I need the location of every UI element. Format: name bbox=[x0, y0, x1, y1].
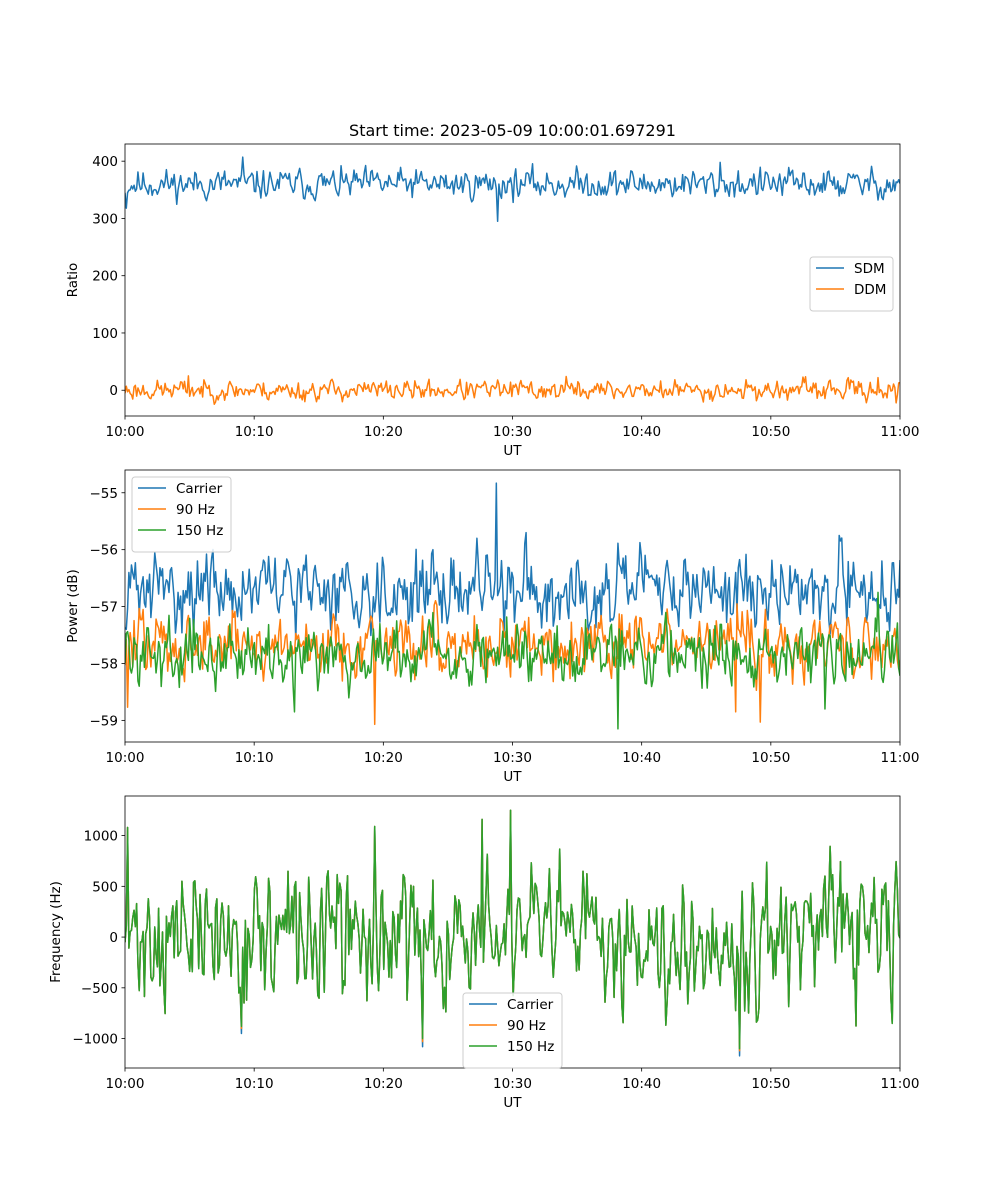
series-line-150-hz bbox=[125, 591, 900, 730]
legend: SDM DDM bbox=[809, 256, 894, 312]
x-tick-label: 10:20 bbox=[364, 424, 403, 440]
legend-box bbox=[131, 476, 232, 553]
legend-label: 150 Hz bbox=[507, 1039, 554, 1055]
legend-label: Carrier bbox=[507, 997, 554, 1013]
legend-label: 90 Hz bbox=[507, 1018, 546, 1034]
figure-title: Start time: 2023-05-09 10:00:01.697291 bbox=[349, 121, 676, 140]
plot-area bbox=[125, 156, 900, 405]
x-tick-label: 10:10 bbox=[235, 424, 274, 440]
x-tick-label: 10:00 bbox=[106, 750, 145, 766]
x-tick-label: 10:00 bbox=[106, 424, 145, 440]
x-tick-label: 11:00 bbox=[881, 1076, 920, 1092]
x-tick-label: 10:30 bbox=[493, 1076, 532, 1092]
x-axis-label: UT bbox=[503, 769, 522, 785]
y-tick-label: −58 bbox=[90, 656, 119, 672]
x-tick-label: 10:30 bbox=[493, 750, 532, 766]
series-line-150-hz bbox=[125, 809, 900, 1050]
legend-label: Carrier bbox=[176, 481, 223, 497]
series-line-sdm bbox=[125, 156, 900, 223]
y-axis-label: Power (dB) bbox=[65, 569, 81, 642]
y-tick-label: −55 bbox=[90, 486, 119, 502]
x-tick-label: 10:40 bbox=[622, 750, 661, 766]
ratio-axes: 10:00 10:10 10:20 10:30 10:40 10:50 11:00 0 100 2… bbox=[65, 143, 920, 459]
legend-label: 150 Hz bbox=[176, 523, 223, 539]
y-tick-label: 100 bbox=[92, 326, 118, 342]
y-tick-label: 200 bbox=[92, 269, 118, 285]
y-axis-label: Ratio bbox=[65, 263, 81, 298]
x-tick-label: 10:30 bbox=[493, 424, 532, 440]
y-tick-label: −500 bbox=[81, 981, 118, 997]
x-tick-label: 10:50 bbox=[751, 750, 790, 766]
x-tick-label: 10:20 bbox=[364, 1076, 403, 1092]
legend-label: 90 Hz bbox=[176, 502, 215, 518]
x-tick-label: 10:10 bbox=[235, 750, 274, 766]
power-axes: 10:00 10:10 10:20 10:30 10:40 10:50 11:00 −59 −5… bbox=[65, 469, 920, 785]
x-tick-label: 10:50 bbox=[751, 1076, 790, 1092]
x-tick-label: 10:40 bbox=[622, 424, 661, 440]
y-tick-label: 0 bbox=[109, 383, 118, 399]
x-tick-label: 10:50 bbox=[751, 424, 790, 440]
x-tick-label: 10:40 bbox=[622, 1076, 661, 1092]
y-tick-label: −56 bbox=[90, 543, 119, 559]
plot-area bbox=[125, 482, 900, 730]
series-line-ddm bbox=[125, 375, 900, 405]
series-line-carrier bbox=[125, 482, 900, 641]
x-tick-label: 11:00 bbox=[881, 424, 920, 440]
legend-label: DDM bbox=[854, 282, 886, 298]
y-tick-label: 0 bbox=[109, 930, 118, 946]
legend: Carrier 90 Hz 150 Hz bbox=[131, 476, 232, 553]
legend-box bbox=[462, 992, 563, 1069]
plot-area bbox=[125, 809, 900, 1057]
x-axis-label: UT bbox=[503, 443, 522, 459]
legend-box bbox=[809, 256, 894, 312]
x-tick-label: 10:00 bbox=[106, 1076, 145, 1092]
y-tick-label: 1000 bbox=[84, 829, 118, 845]
y-tick-label: 400 bbox=[92, 154, 118, 170]
x-axis-label: UT bbox=[503, 1095, 522, 1111]
y-tick-label: −1000 bbox=[72, 1032, 118, 1048]
y-tick-label: −59 bbox=[90, 713, 119, 729]
x-tick-label: 10:20 bbox=[364, 750, 403, 766]
y-tick-label: 300 bbox=[92, 211, 118, 227]
y-tick-label: 500 bbox=[92, 879, 118, 895]
frequency-axes: 10:00 10:10 10:20 10:30 10:40 10:50 11:00 −1000… bbox=[48, 795, 920, 1111]
x-tick-label: 10:10 bbox=[235, 1076, 274, 1092]
legend: Carrier 90 Hz 150 Hz bbox=[462, 992, 563, 1069]
legend-label: SDM bbox=[854, 261, 885, 277]
y-axis-label: Frequency (Hz) bbox=[48, 881, 64, 983]
x-tick-label: 11:00 bbox=[881, 750, 920, 766]
y-tick-label: −57 bbox=[90, 600, 119, 616]
